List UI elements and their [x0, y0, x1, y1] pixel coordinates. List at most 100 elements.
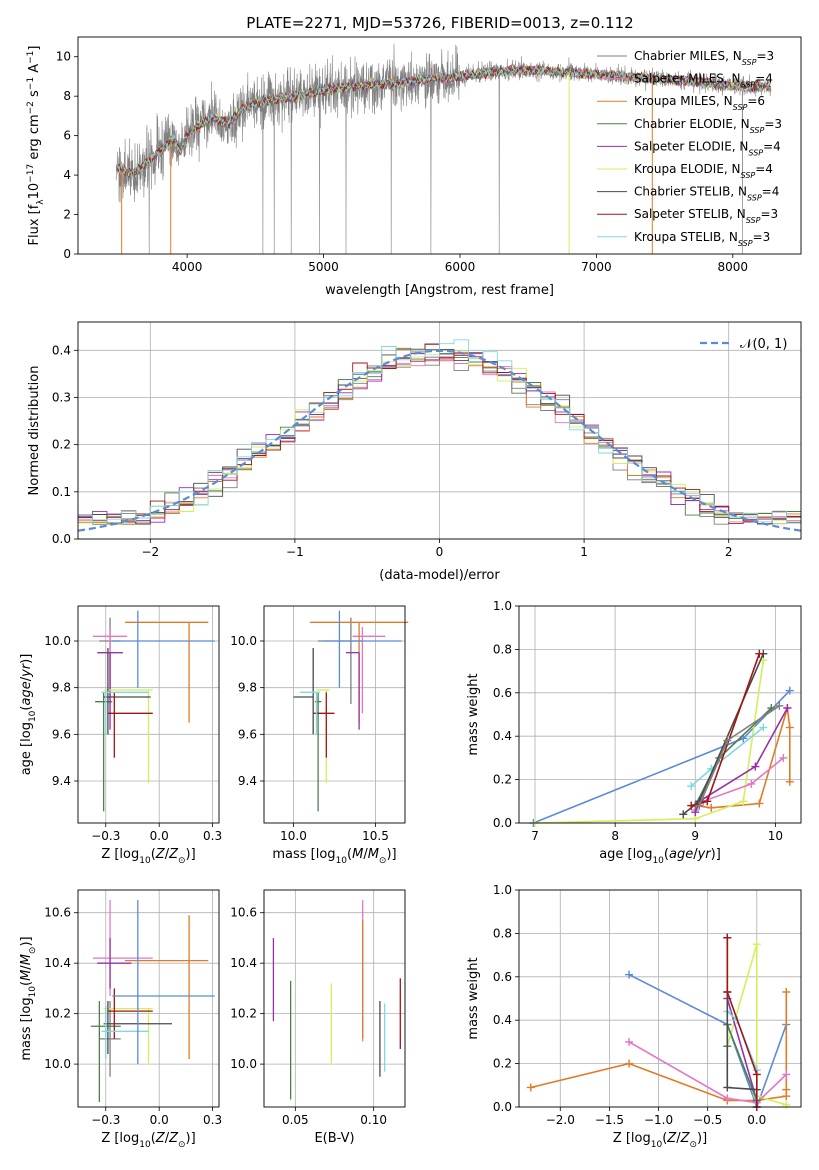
weight-marker [785, 723, 794, 732]
y-tick-label: 0.0 [52, 532, 71, 546]
label-segment: )] [186, 1131, 196, 1146]
label-segment: )] [711, 847, 721, 862]
y-tick-label: 9.8 [52, 681, 71, 695]
label-segment: 10 [139, 856, 151, 866]
x-axis-label: E(B-V) [314, 1131, 354, 1146]
weight-marker [723, 1083, 732, 1092]
label-segment: Flux [f [27, 204, 42, 245]
y-tick-label: 10.2 [44, 1007, 71, 1021]
legend-nssp: =6 [747, 94, 765, 108]
weight-series-line [533, 690, 791, 824]
x-tick-label: −1.0 [644, 1113, 673, 1127]
y-tick-label: 10.0 [44, 1057, 71, 1071]
x-tick-label: 0.10 [360, 1113, 387, 1127]
errorbar-point [300, 691, 320, 735]
weight-marker [707, 803, 716, 812]
weight-series-line [628, 1041, 787, 1104]
legend-model-name: Salpeter ELODIE, N [634, 139, 748, 153]
errorbar-point [101, 1006, 149, 1060]
legend-nssp: =4 [763, 139, 781, 153]
axes-frame [518, 889, 802, 1108]
x-tick-label: −0.5 [693, 1113, 722, 1127]
legend-nssp: =3 [756, 49, 774, 63]
weight-marker [782, 1100, 791, 1109]
x-axis-label: Z [log10(Z/Z⊙)] [101, 1131, 195, 1150]
label-segment: )] [186, 847, 196, 862]
legend-subscript: SSP [733, 103, 748, 112]
label-segment: )] [19, 654, 34, 664]
legend-model-name: Salpeter MILES, N [634, 72, 741, 86]
y-tick-label: 9.4 [52, 774, 71, 788]
label-segment: ] [27, 46, 42, 51]
y-tick-label: 10.4 [230, 956, 257, 970]
weight-marker [687, 782, 696, 791]
x-axis-label: wavelength [Angstrom, rest frame] [325, 283, 554, 298]
label-segment: mass [log [272, 847, 335, 862]
x-tick-label: 7 [531, 829, 539, 843]
y-tick-label: 9.6 [52, 727, 71, 741]
legend-subscript: SSP [746, 216, 761, 225]
x-tick-label: 8000 [718, 260, 749, 274]
x-tick-label: 2 [725, 545, 733, 559]
label-segment: age [log [19, 722, 34, 775]
x-axis-label: age [log10(age/yr)] [599, 847, 721, 866]
legend-entry: Kroupa MILES, NSSP=6 [634, 94, 765, 112]
label-segment: ⊙ [379, 856, 387, 866]
label-segment: / [19, 965, 34, 970]
legend-subscript: SSP [741, 171, 756, 180]
weight-marker [782, 987, 791, 996]
x-axis-label: Z [log10(Z/Z⊙)] [101, 847, 195, 866]
label-segment: mass [log [19, 997, 34, 1060]
weight-marker [775, 701, 784, 710]
y-tick-label: 0.3 [52, 390, 71, 404]
plot-area-spectrum [115, 43, 772, 255]
legend-model-name: Salpeter STELIB, N [634, 207, 746, 221]
axes-frame [77, 36, 802, 255]
x-tick-label: 0.0 [150, 829, 169, 843]
y-tick-label: 10.4 [44, 956, 71, 970]
label-segment: yr [697, 847, 713, 862]
weight-marker [679, 810, 688, 819]
axes-frame [263, 889, 406, 1108]
legend-subscript: SSP [741, 80, 756, 89]
legend-entry: Kroupa ELODIE, NSSP=4 [634, 162, 773, 180]
weight-marker [695, 801, 704, 810]
legend-nssp: =4 [762, 185, 780, 199]
x-tick-label: 0.0 [747, 1113, 766, 1127]
weight-marker [703, 797, 712, 806]
errorbar-point [112, 610, 215, 688]
label-segment: −17 [26, 164, 36, 183]
y-tick-label: 4 [63, 168, 71, 182]
errorbar-point [103, 689, 153, 784]
weight-series-line [534, 660, 765, 824]
errorbar-point [95, 692, 113, 812]
label-segment: M [19, 954, 34, 965]
label-segment: −1 [26, 51, 36, 64]
weight-marker [759, 723, 768, 732]
label-segment: age [669, 847, 693, 862]
errorbar-point [107, 988, 153, 1039]
weight-marker [723, 736, 732, 745]
label-segment: ⊙ [178, 1140, 186, 1150]
axes-frame [263, 605, 406, 824]
label-segment: age [19, 681, 34, 705]
legend-subscript: SSP [748, 148, 763, 157]
weight-marker [751, 762, 760, 771]
label-segment: 10 [28, 986, 38, 998]
x-tick-label: 0.3 [203, 829, 222, 843]
label-segment: Z [log [613, 1131, 651, 1146]
weight-marker [755, 649, 764, 658]
legend-subscript: SSP [750, 125, 765, 134]
errorbar-point [125, 621, 209, 723]
x-tick-label: 10.0 [280, 829, 307, 843]
label-segment: −1 [26, 77, 36, 90]
y-tick-label: 10 [56, 50, 71, 64]
weight-marker [625, 1037, 634, 1046]
label-segment: ⊙ [178, 856, 186, 866]
plot-area-mass_vs_ebv [272, 900, 401, 1100]
errorbar-point [97, 652, 123, 730]
x-tick-label: −1.5 [595, 1113, 624, 1127]
y-tick-label: 0.0 [493, 1100, 512, 1114]
